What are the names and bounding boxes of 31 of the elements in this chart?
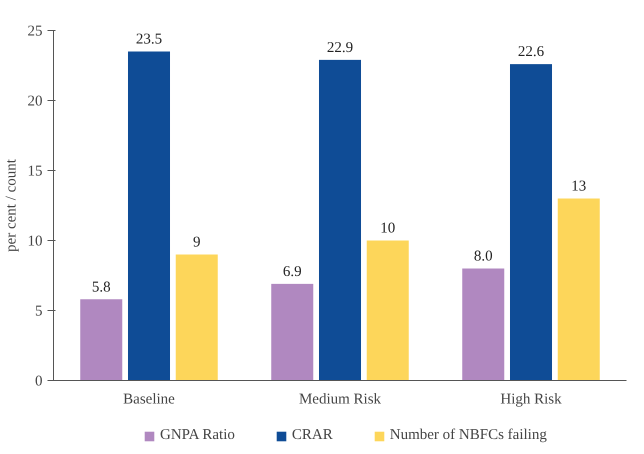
data-label: 9	[193, 234, 200, 250]
data-label: 6.9	[282, 264, 302, 280]
x-tick-label: Baseline	[123, 392, 176, 408]
y-axis-title: per cent / count	[4, 158, 20, 252]
data-label: 22.9	[326, 40, 354, 56]
bar	[80, 299, 122, 380]
x-tick-label: Medium Risk	[298, 392, 382, 408]
bar	[462, 268, 504, 380]
bar	[510, 64, 552, 380]
legend-label: Number of NBFCs failing	[390, 427, 547, 444]
y-tick-label: 25	[28, 24, 42, 40]
y-tick-label: 20	[28, 94, 42, 110]
y-tick-label: 10	[28, 234, 42, 250]
data-label: 22.6	[518, 44, 545, 60]
bar	[271, 284, 314, 380]
legend-label: GNPA Ratio	[160, 427, 235, 444]
data-label: 5.8	[92, 279, 111, 296]
data-label: 10	[380, 220, 396, 236]
x-tick-label: High Risk	[500, 392, 562, 408]
y-tick-label: 15	[28, 164, 42, 180]
bar	[366, 240, 409, 380]
data-label: 13	[571, 178, 586, 194]
bar	[318, 60, 362, 380]
data-label: 23.5	[136, 32, 162, 48]
bar	[128, 52, 170, 380]
data-label: 8.0	[474, 248, 493, 264]
bar	[176, 254, 218, 380]
y-tick-label: 5	[35, 304, 42, 320]
bar	[558, 198, 600, 380]
legend-label: CRAR	[292, 427, 333, 444]
y-tick-label: 0	[35, 374, 42, 390]
